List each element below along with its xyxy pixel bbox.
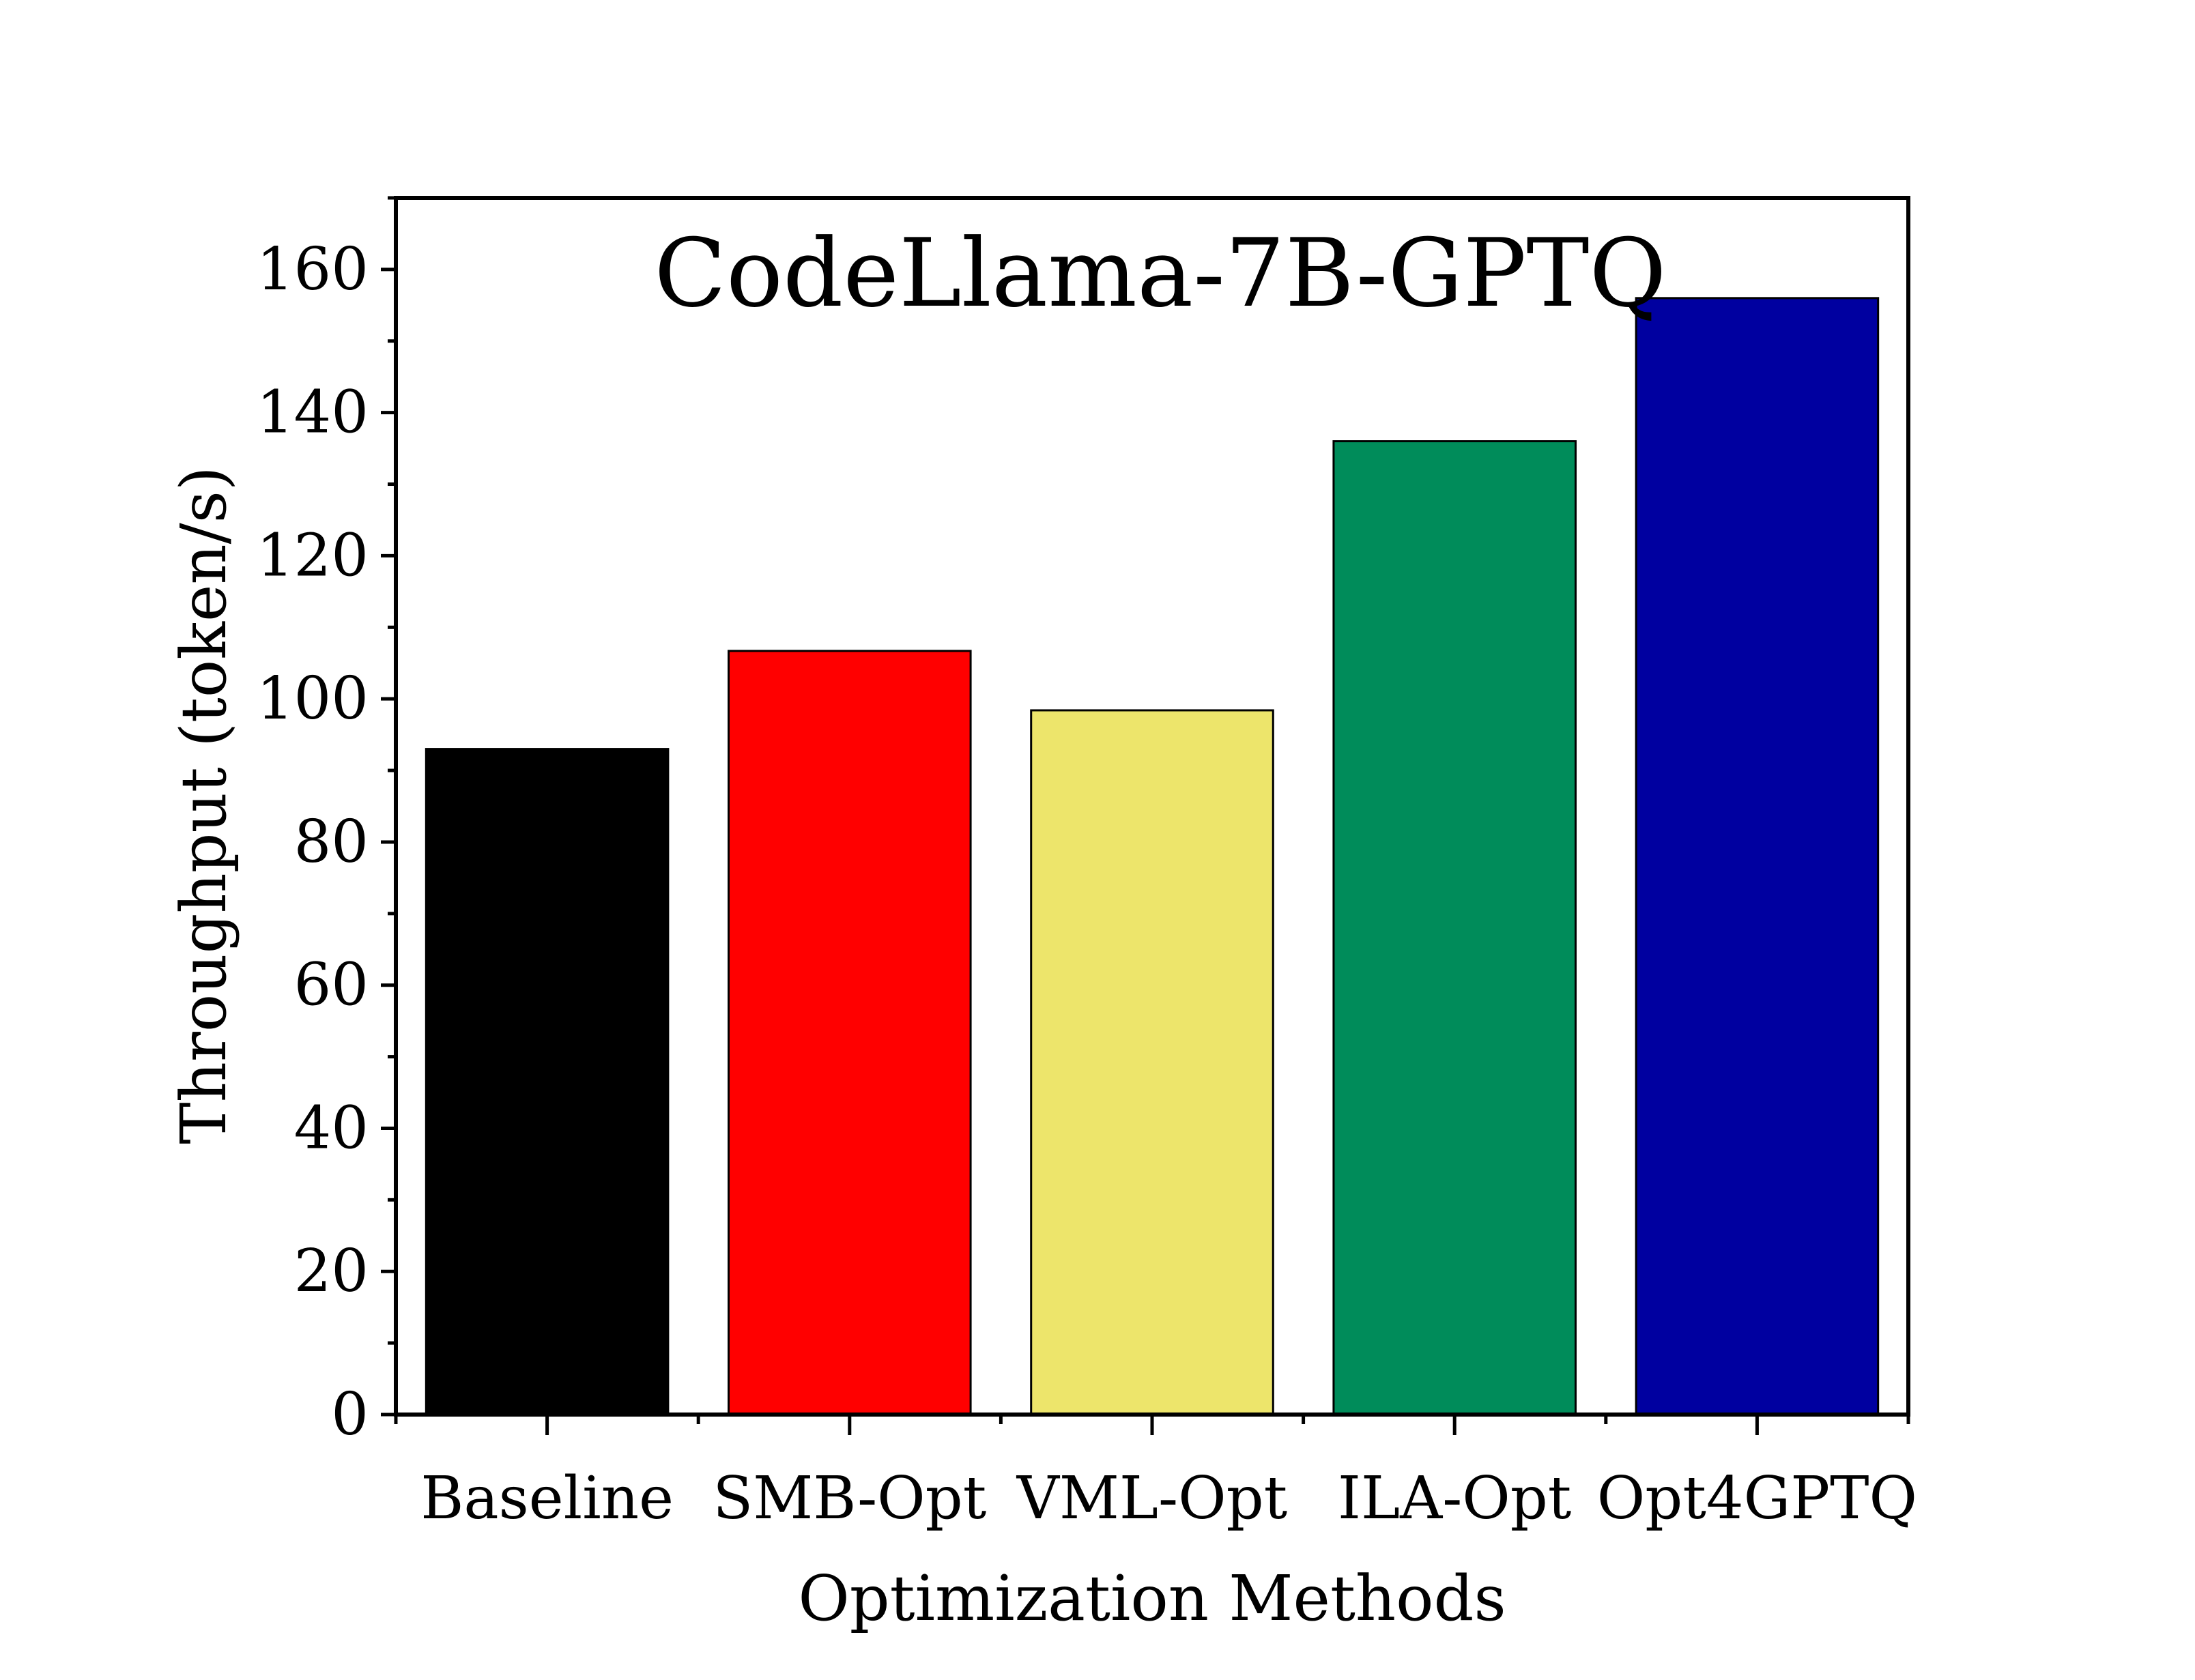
bar-vml-opt bbox=[1030, 709, 1274, 1416]
y-tick-label: 20 bbox=[294, 1237, 369, 1305]
y-tick-label: 100 bbox=[257, 665, 369, 733]
x-tick-label: ILA-Opt bbox=[1338, 1464, 1571, 1533]
y-tick-label: 40 bbox=[294, 1094, 369, 1162]
x-tick-label: VML-Opt bbox=[1016, 1464, 1287, 1533]
y-axis-title: Throughput (token/s) bbox=[167, 466, 240, 1144]
bar-smb-opt bbox=[728, 650, 972, 1416]
y-tick-label: 60 bbox=[294, 951, 369, 1019]
y-axis-ticks: 0 20 40 60 80 100 120 140 160 bbox=[257, 196, 396, 1449]
y-tick-label: 80 bbox=[294, 808, 369, 876]
y-tick-label: 0 bbox=[331, 1380, 369, 1449]
bars-layer bbox=[425, 297, 1880, 1416]
y-tick-label: 140 bbox=[257, 379, 369, 447]
x-axis-title: Optimization Methods bbox=[798, 1562, 1506, 1635]
chart-title: CodeLlama-7B-GPTQ bbox=[654, 218, 1666, 328]
y-tick-label: 160 bbox=[257, 235, 369, 304]
y-tick-label: 120 bbox=[257, 521, 369, 590]
x-tick-label: Opt4GPTQ bbox=[1597, 1464, 1917, 1533]
x-tick-label: SMB-Opt bbox=[713, 1464, 986, 1533]
x-axis-ticks: Baseline SMB-Opt VML-Opt ILA-Opt Opt4GPTQ bbox=[394, 1415, 1917, 1533]
x-tick-label: Baseline bbox=[420, 1464, 674, 1533]
bar-baseline bbox=[425, 748, 670, 1416]
bar-opt4gptq bbox=[1635, 297, 1880, 1416]
bar-ila-opt bbox=[1332, 440, 1577, 1416]
